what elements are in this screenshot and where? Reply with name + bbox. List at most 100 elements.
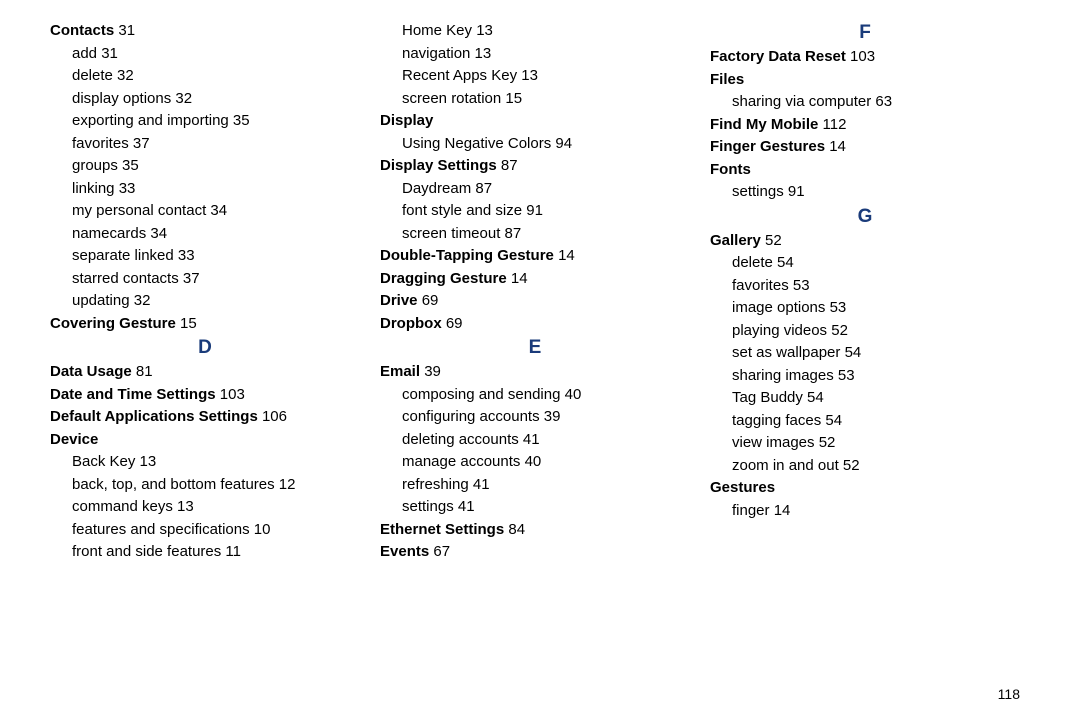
subentry-term: add (72, 45, 97, 62)
subentry-page: 53 (825, 299, 846, 316)
index-subentry: settings 41 (380, 496, 690, 519)
index-subentry: namecards 34 (50, 223, 360, 246)
subentry-page: 32 (171, 90, 192, 107)
index-entry: Contacts 31 (50, 20, 360, 43)
subentry-page: 33 (115, 180, 136, 197)
index-subentry: separate linked 33 (50, 245, 360, 268)
entry-term: Files (710, 71, 744, 88)
index-subentry: features and specifications 10 (50, 519, 360, 542)
page-number: 118 (998, 686, 1020, 702)
entry-term: Display (380, 112, 433, 129)
subentry-page: 91 (784, 183, 805, 200)
entry-term: Default Applications Settings (50, 408, 258, 425)
index-entry: Finger Gestures 14 (710, 136, 1020, 159)
subentry-page: 33 (174, 247, 195, 264)
subentry-page: 37 (129, 135, 150, 152)
index-subentry: composing and sending 40 (380, 384, 690, 407)
section-letter: E (380, 337, 690, 359)
index-subentry: Using Negative Colors 94 (380, 133, 690, 156)
index-entry: Default Applications Settings 106 (50, 406, 360, 429)
entry-term: Covering Gesture (50, 315, 176, 332)
index-subentry: delete 54 (710, 252, 1020, 275)
entry-term: Dragging Gesture (380, 270, 507, 287)
subentry-page: 52 (815, 434, 836, 451)
index-subentry: updating 32 (50, 290, 360, 313)
subentry-page: 63 (871, 93, 892, 110)
entry-term: Gestures (710, 479, 775, 496)
subentry-term: exporting and importing (72, 112, 229, 129)
subentry-page: 52 (827, 322, 848, 339)
index-entry: Dragging Gesture 14 (380, 268, 690, 291)
index-subentry: Back Key 13 (50, 451, 360, 474)
index-entry: Dropbox 69 (380, 313, 690, 336)
index-entry: Files (710, 69, 1020, 92)
index-subentry: tagging faces 54 (710, 410, 1020, 433)
subentry-term: updating (72, 292, 130, 309)
entry-term: Ethernet Settings (380, 521, 504, 538)
subentry-page: 32 (113, 67, 134, 84)
subentry-term: back, top, and bottom features (72, 476, 275, 493)
index-subentry: zoom in and out 52 (710, 455, 1020, 478)
index-subentry: groups 35 (50, 155, 360, 178)
subentry-page: 13 (517, 67, 538, 84)
subentry-term: linking (72, 180, 115, 197)
subentry-page: 91 (522, 202, 543, 219)
subentry-term: navigation (402, 45, 470, 62)
subentry-page: 32 (130, 292, 151, 309)
subentry-term: display options (72, 90, 171, 107)
index-subentry: back, top, and bottom features 12 (50, 474, 360, 497)
entry-page: 14 (507, 270, 528, 287)
section-letter: D (50, 337, 360, 359)
subentry-page: 54 (821, 412, 842, 429)
index-subentry: sharing via computer 63 (710, 91, 1020, 114)
subentry-term: Daydream (402, 180, 471, 197)
index-subentry: navigation 13 (380, 43, 690, 66)
subentry-term: set as wallpaper (732, 344, 840, 361)
subentry-term: Back Key (72, 453, 135, 470)
subentry-term: screen rotation (402, 90, 501, 107)
entry-term: Dropbox (380, 315, 442, 332)
index-entry: Covering Gesture 15 (50, 313, 360, 336)
subentry-page: 94 (551, 135, 572, 152)
subentry-term: sharing via computer (732, 93, 871, 110)
subentry-page: 12 (275, 476, 296, 493)
subentry-page: 13 (470, 45, 491, 62)
subentry-term: Home Key (402, 22, 472, 39)
subentry-page: 15 (501, 90, 522, 107)
index-subentry: starred contacts 37 (50, 268, 360, 291)
index-entry: Find My Mobile 112 (710, 114, 1020, 137)
subentry-page: 41 (454, 498, 475, 515)
index-entry: Fonts (710, 159, 1020, 182)
entry-page: 87 (497, 157, 518, 174)
subentry-page: 14 (770, 502, 791, 519)
entry-term: Contacts (50, 22, 114, 39)
subentry-term: Tag Buddy (732, 389, 803, 406)
index-subentry: exporting and importing 35 (50, 110, 360, 133)
index-subentry: font style and size 91 (380, 200, 690, 223)
subentry-page: 52 (839, 457, 860, 474)
subentry-term: finger (732, 502, 770, 519)
subentry-page: 53 (834, 367, 855, 384)
entry-page: 39 (420, 363, 441, 380)
subentry-page: 34 (146, 225, 167, 242)
index-subentry: view images 52 (710, 432, 1020, 455)
entry-term: Email (380, 363, 420, 380)
entry-term: Gallery (710, 232, 761, 249)
subentry-page: 87 (471, 180, 492, 197)
index-subentry: Home Key 13 (380, 20, 690, 43)
subentry-term: groups (72, 157, 118, 174)
entry-term: Find My Mobile (710, 116, 818, 133)
entry-page: 14 (825, 138, 846, 155)
subentry-term: favorites (72, 135, 129, 152)
subentry-page: 87 (500, 225, 521, 242)
entry-page: 69 (418, 292, 439, 309)
subentry-term: manage accounts (402, 453, 520, 470)
subentry-page: 54 (773, 254, 794, 271)
index-subentry: playing videos 52 (710, 320, 1020, 343)
index-entry: Double-Tapping Gesture 14 (380, 245, 690, 268)
subentry-term: playing videos (732, 322, 827, 339)
entry-page: 106 (258, 408, 287, 425)
entry-page: 31 (114, 22, 135, 39)
entry-page: 52 (761, 232, 782, 249)
index-entry: Device (50, 429, 360, 452)
